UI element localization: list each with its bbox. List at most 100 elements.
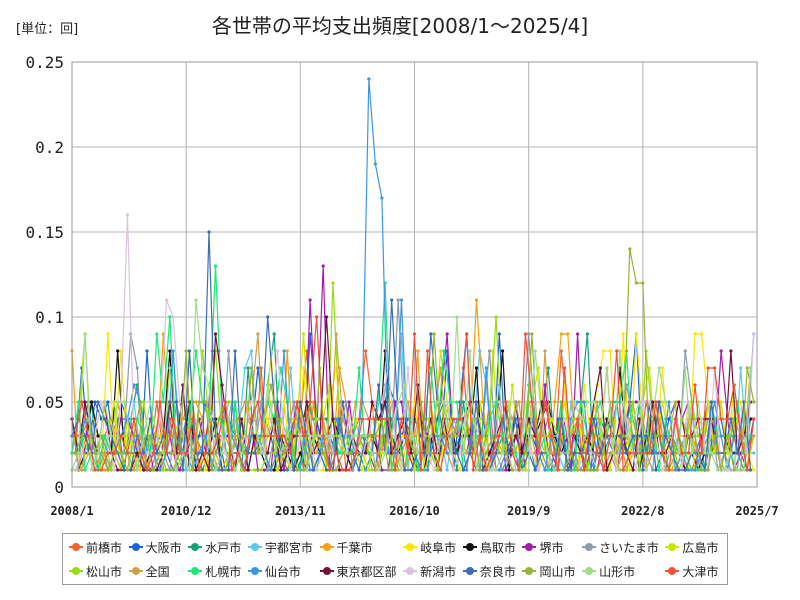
data-point [288,434,293,438]
data-point [507,451,511,455]
legend-swatch [403,543,418,551]
legend-label: 前橋市 [86,540,123,555]
data-point [514,468,518,472]
data-point [621,332,625,336]
data-point [660,468,665,472]
data-point [318,434,322,438]
data-point [213,264,218,268]
data-point [719,434,723,438]
data-point [412,400,417,404]
data-point [184,468,188,472]
data-point [236,434,240,438]
data-point [155,468,159,472]
data-point [178,400,182,404]
data-point [500,451,505,455]
data-point [360,417,364,421]
data-point [438,468,443,472]
data-point [719,349,723,353]
data-point [474,366,479,370]
data-point [504,451,508,455]
data-point [298,434,302,438]
data-point [739,434,743,438]
data-point [341,451,345,455]
data-point [536,468,541,472]
data-point [641,400,645,404]
data-point [285,434,289,438]
y-tick-label: 0.2 [35,138,64,157]
data-point [253,434,257,438]
data-point [324,417,329,421]
data-point [295,451,299,455]
data-point [396,298,400,302]
data-point [412,451,417,455]
x-tick-label: 2019/9 [507,504,550,518]
data-point [373,417,377,421]
data-point [148,400,152,404]
data-point [396,400,400,404]
data-point [73,468,77,472]
data-point [112,468,117,472]
data-point [168,349,172,353]
data-point [301,332,306,336]
data-point [194,400,198,404]
data-point [432,332,436,336]
data-point [445,468,449,472]
data-point [722,468,726,472]
data-point [598,417,603,421]
data-point [647,451,651,455]
data-point [497,332,501,336]
data-point [334,468,338,472]
data-point [458,468,462,472]
data-point [148,417,152,421]
data-point [752,400,756,404]
data-point [729,417,733,421]
data-point [246,468,250,472]
data-point [204,400,208,404]
data-point [651,468,655,472]
data-point [243,451,247,455]
data-point [683,349,687,353]
data-point [275,434,280,438]
data-point [207,230,211,234]
data-point [279,366,283,370]
data-point [347,434,351,438]
legend-label: 全国 [145,564,170,579]
data-point [373,468,377,472]
data-point [520,468,524,472]
data-point [696,400,700,404]
legend-label: 山形市 [599,564,636,579]
data-point [589,451,593,455]
series-20 [73,315,756,472]
data-point [249,366,254,370]
legend-item: 前橋市 [69,535,125,559]
data-point [500,349,505,353]
data-point [112,451,117,455]
data-point [409,468,413,472]
data-point [370,451,374,455]
data-point [393,434,397,438]
legend-swatch [665,567,680,575]
data-point [595,451,599,455]
data-point [739,366,743,370]
data-point [455,315,459,319]
data-point [295,417,299,421]
data-point [383,451,387,455]
data-point [461,400,466,404]
data-point [484,366,488,370]
data-point [569,451,573,455]
data-point [412,332,417,336]
data-point [706,400,710,404]
data-point [187,468,192,472]
data-point [279,451,283,455]
data-point [373,400,377,404]
data-point [318,451,322,455]
data-point [347,400,351,404]
data-point [465,468,469,472]
data-point [275,468,280,472]
legend-label: 奈良市 [479,564,516,579]
data-point [119,349,123,353]
data-point [598,366,603,370]
data-point [295,400,299,404]
legend-swatch [582,543,597,551]
data-point [135,366,139,370]
